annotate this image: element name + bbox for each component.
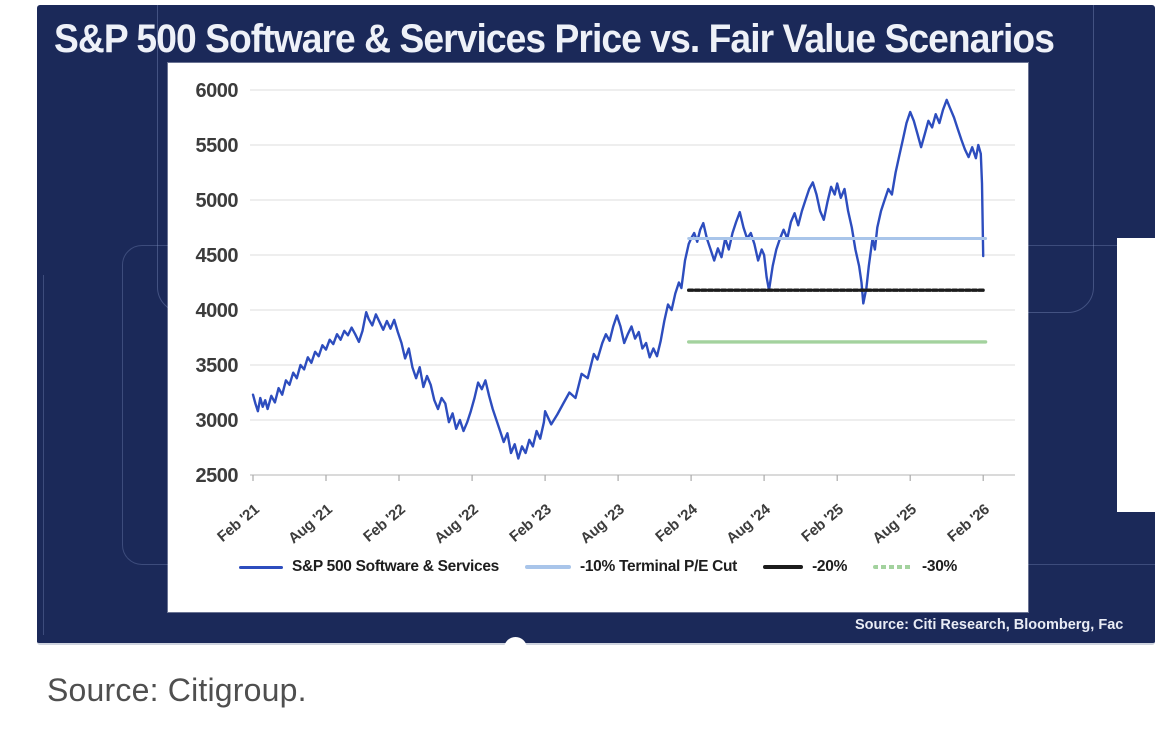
svg-text:Feb '24: Feb '24 xyxy=(652,500,701,545)
svg-text:Aug '25: Aug '25 xyxy=(869,501,919,547)
svg-text:3500: 3500 xyxy=(196,355,239,377)
svg-text:Aug '23: Aug '23 xyxy=(577,501,627,547)
citi-chart-slide: S&P 500 Software & Services Price vs. Fa… xyxy=(37,5,1155,645)
legend-item-sp500: S&P 500 Software & Services xyxy=(238,558,499,576)
image-caption: Source: Citigroup. xyxy=(47,672,307,708)
right-edge-cutout xyxy=(1117,238,1155,512)
svg-text:Feb '21: Feb '21 xyxy=(214,501,262,546)
minus30-line-swatch xyxy=(873,565,914,569)
svg-text:5000: 5000 xyxy=(196,190,239,212)
svg-text:Feb '26: Feb '26 xyxy=(944,501,992,546)
price-chart: 2500 3000 3500 4000 4500 5000 5500 6000 Feb '21 A… xyxy=(196,80,1015,547)
legend-item-terminal-pe-cut: -10% Terminal P/E Cut xyxy=(524,558,738,576)
carousel-dot xyxy=(504,637,527,660)
chart-source-note: Source: Citi Research, Bloomberg, Fac xyxy=(855,617,1124,633)
legend-label: -10% Terminal P/E Cut xyxy=(579,558,738,575)
svg-text:Aug '21: Aug '21 xyxy=(285,501,335,547)
svg-text:Aug '22: Aug '22 xyxy=(431,501,481,547)
svg-text:Feb '22: Feb '22 xyxy=(360,501,408,546)
slide-title: S&P 500 Software & Services Price vs. Fa… xyxy=(54,17,1055,61)
minus20-line-swatch xyxy=(763,564,804,570)
legend-label: S&P 500 Software & Services xyxy=(291,558,499,575)
svg-text:6000: 6000 xyxy=(196,80,239,102)
sp500-line-swatch xyxy=(238,565,283,569)
svg-text:2500: 2500 xyxy=(196,465,239,487)
legend-item-minus30: -30% xyxy=(873,558,957,576)
legend-label: -30% xyxy=(922,558,958,575)
svg-text:Feb '23: Feb '23 xyxy=(506,501,554,546)
background-outline-left-edge xyxy=(43,275,44,635)
svg-text:3000: 3000 xyxy=(196,410,239,432)
svg-text:4000: 4000 xyxy=(196,300,239,322)
chart-panel: 2500 3000 3500 4000 4500 5000 5500 6000 Feb '21 A… xyxy=(168,63,1028,612)
svg-text:5500: 5500 xyxy=(196,135,239,157)
legend-label: -20% xyxy=(812,558,848,575)
chart-legend: S&P 500 Software & Services -10% Termina… xyxy=(168,558,1028,576)
svg-text:Aug '24: Aug '24 xyxy=(723,500,774,547)
svg-text:Feb '25: Feb '25 xyxy=(798,501,846,546)
legend-item-minus20: -20% xyxy=(763,558,847,576)
svg-text:4500: 4500 xyxy=(196,245,239,267)
terminal-pe-line-swatch xyxy=(524,565,571,569)
